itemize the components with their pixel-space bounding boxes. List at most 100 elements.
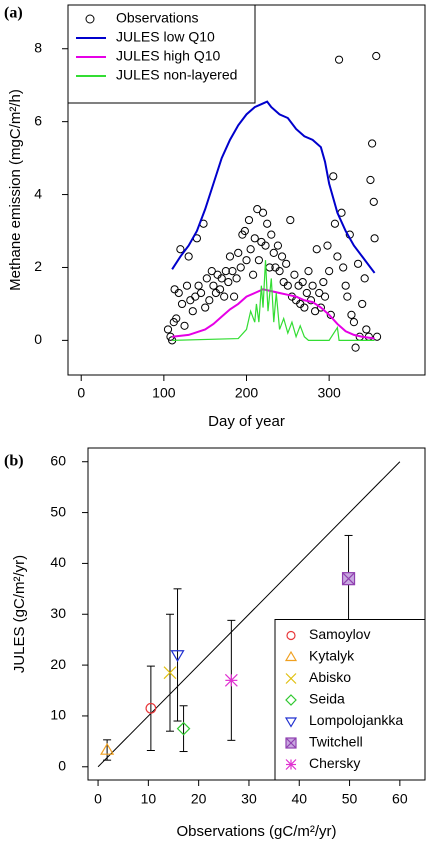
observation-point — [312, 245, 321, 254]
observation-point — [325, 267, 334, 276]
y-tick-label: 30 — [50, 605, 66, 621]
observation-point — [298, 277, 307, 287]
legend-label: Chersky — [309, 755, 360, 771]
observation-point — [217, 274, 226, 283]
x-axis-title: Observations (gC/m²/yr) — [176, 823, 336, 840]
legend-box — [67, 4, 256, 104]
legend-symbol-part — [284, 650, 298, 662]
observation-point — [236, 263, 245, 272]
observation-point — [263, 219, 272, 228]
x-tick-label: 50 — [342, 791, 358, 807]
y-tick-label: 50 — [50, 503, 66, 519]
observation-point — [300, 303, 309, 312]
site-point — [145, 702, 157, 714]
observation-point — [334, 55, 344, 64]
x-tick-label: 40 — [291, 791, 307, 807]
observation-point — [224, 277, 233, 287]
x-tick-label: 0 — [94, 791, 102, 807]
observation-point — [366, 175, 375, 185]
observation-point — [319, 277, 328, 287]
observation-point — [372, 51, 381, 61]
legend-symbol — [286, 630, 296, 641]
observation-point — [286, 215, 295, 225]
legend-symbol — [284, 717, 298, 728]
legend-label: JULES high Q10 — [116, 48, 220, 64]
y-tick-label: 0 — [58, 757, 66, 773]
observation-point — [215, 285, 225, 294]
observation-point — [333, 252, 342, 261]
site-point — [176, 721, 191, 736]
legend-label: Twitchell — [309, 734, 363, 750]
observation-point — [220, 292, 229, 301]
legend-label: Abisko — [309, 669, 351, 685]
observation-point — [347, 310, 356, 319]
observation-point — [228, 267, 237, 276]
x-tick-label: 30 — [241, 791, 257, 807]
error-bar — [173, 588, 182, 722]
observation-point — [304, 267, 313, 276]
site-point-part — [342, 572, 355, 586]
observation-point — [242, 256, 251, 265]
site-point-part — [100, 742, 115, 755]
y-tick-label: 0 — [34, 331, 42, 347]
observation-point — [172, 314, 181, 323]
observation-point — [282, 259, 291, 268]
site-point-part — [170, 650, 185, 663]
observation-point — [182, 281, 192, 290]
panel-label: (a) — [4, 5, 23, 22]
legend-symbol-part — [284, 717, 298, 728]
observation-point — [163, 325, 173, 334]
y-tick-label: 2 — [34, 258, 42, 274]
observation-point — [362, 325, 371, 334]
observation-point — [253, 205, 262, 214]
observation-point — [273, 241, 283, 250]
site-point — [341, 572, 356, 586]
observation-point — [174, 288, 183, 298]
observation-point — [201, 303, 210, 312]
observation-point — [351, 343, 360, 352]
x-tick-label: 300 — [317, 385, 341, 401]
observation-point — [221, 267, 230, 276]
legend-symbol-part — [285, 694, 297, 706]
y-axis-title: JULES (gC/m²/yr) — [11, 555, 28, 673]
observation-point — [261, 241, 270, 250]
observation-point — [360, 274, 369, 283]
observation-point — [232, 274, 241, 283]
observation-point — [209, 281, 218, 290]
observation-point — [205, 296, 214, 305]
site-point-part — [163, 666, 177, 680]
observation-point — [316, 303, 325, 312]
observation-point — [302, 288, 311, 298]
observation-point — [267, 230, 276, 239]
observation-point — [368, 139, 377, 148]
observation-point — [353, 259, 363, 268]
y-tick-label: 60 — [50, 452, 66, 468]
legend-label: JULES non-layered — [116, 67, 237, 83]
site-point — [163, 666, 177, 680]
observation-point — [310, 307, 320, 316]
legend-label: Seida — [309, 691, 345, 707]
observation-point — [320, 292, 330, 301]
error-bar — [146, 665, 155, 752]
y-tick-label: 20 — [50, 656, 66, 672]
legend-symbol — [85, 14, 95, 24]
observation-point — [180, 321, 189, 330]
observation-point — [234, 248, 243, 257]
legend-symbol — [285, 737, 297, 749]
legend-label: Samoylov — [309, 626, 370, 642]
legend-symbol-part — [285, 673, 297, 684]
legend-symbol-part — [285, 737, 297, 749]
observation-point — [177, 299, 187, 309]
observation-point — [176, 245, 185, 254]
observation-point — [275, 267, 284, 276]
observation-point — [196, 288, 206, 298]
observation-point — [246, 245, 255, 254]
observation-point — [244, 215, 254, 225]
observation-point — [240, 226, 249, 236]
legend-symbol — [285, 673, 297, 684]
series-line — [172, 260, 375, 341]
y-tick-label: 4 — [34, 185, 42, 201]
site-point — [170, 650, 185, 663]
legend-label: JULES low Q10 — [116, 29, 215, 45]
x-tick-label: 60 — [392, 791, 408, 807]
